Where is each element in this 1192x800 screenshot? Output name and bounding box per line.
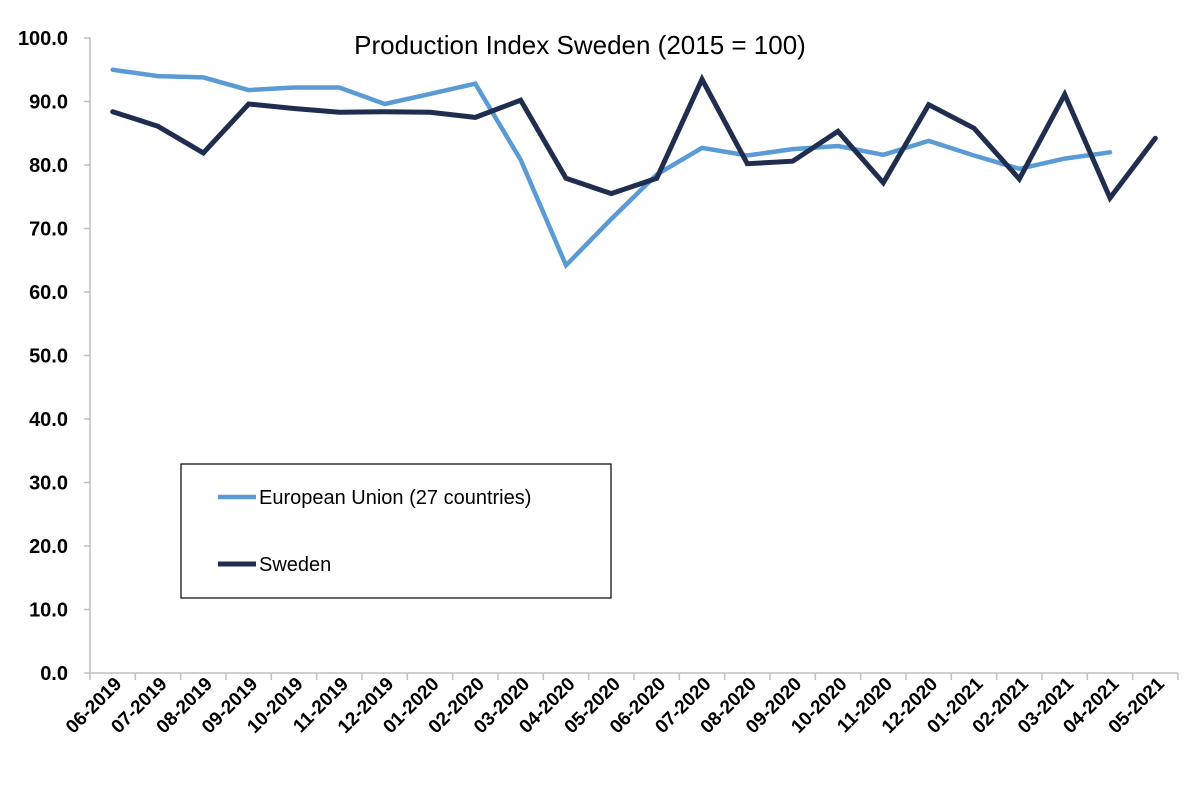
legend-label: European Union (27 countries): [259, 487, 531, 509]
x-axis: 06-201907-201908-201909-201910-201911-20…: [62, 672, 1179, 738]
y-tick-label: 0.0: [40, 663, 68, 685]
y-tick-label: 20.0: [29, 536, 68, 558]
y-tick-label: 100.0: [18, 28, 68, 50]
y-axis: 0.0 10.0 20.0 30.0 40.0 50.0 60.0 70.0 80.0 90.0 1…: [18, 28, 91, 685]
y-tick-label: 80.0: [29, 155, 68, 177]
y-tick-label: 40.0: [29, 409, 68, 431]
y-tick-label: 70.0: [29, 219, 68, 241]
y-tick-label: 50.0: [29, 346, 68, 368]
y-tick-label: 60.0: [29, 282, 68, 304]
legend: European Union (27 countries) Sweden: [180, 463, 612, 599]
y-tick-label: 90.0: [29, 92, 68, 114]
legend-label: Sweden: [259, 554, 331, 576]
series-layer: [110, 67, 1158, 270]
legend-box: [180, 463, 612, 599]
y-tick-label: 30.0: [29, 473, 68, 495]
y-tick-label: 10.0: [29, 600, 68, 622]
series-line-european-union: [110, 67, 1113, 270]
series-line-sweden: [110, 73, 1158, 203]
chart-title: Production Index Sweden (2015 = 100): [354, 30, 806, 60]
